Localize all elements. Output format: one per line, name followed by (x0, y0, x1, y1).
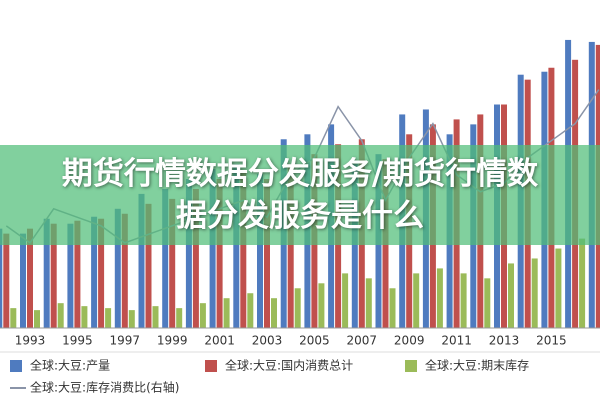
x-tick-label: 1995 (62, 334, 93, 348)
legend-swatch (10, 360, 22, 372)
legend-swatch (405, 360, 417, 372)
bar (185, 179, 192, 328)
bar (50, 223, 57, 328)
x-tick-label: 2011 (441, 334, 472, 348)
bar (271, 298, 277, 328)
bar (555, 248, 562, 328)
bar (27, 228, 33, 328)
bar (176, 308, 183, 328)
legend-label: 全球:大豆:期末库存 (425, 358, 529, 373)
bar (128, 310, 135, 328)
bar (169, 198, 176, 328)
legend-swatch (205, 360, 217, 372)
x-tick-label: 2015 (536, 334, 567, 348)
bar (460, 273, 467, 328)
bar (192, 188, 199, 328)
x-tick-label: 2005 (299, 334, 330, 348)
bar (91, 216, 98, 328)
bar (351, 164, 358, 328)
bar (240, 171, 247, 328)
x-tick-label: 2009 (394, 334, 425, 348)
legend-label: 全球:大豆:国内消费总计 (225, 358, 353, 373)
bar (3, 233, 10, 328)
bar (105, 308, 112, 328)
bar (257, 174, 263, 328)
bar (342, 273, 349, 328)
x-tick-label: 1999 (157, 334, 188, 348)
x-tick-label: 1993 (15, 334, 46, 348)
bar (531, 258, 538, 328)
bar (318, 283, 325, 328)
bar (209, 169, 216, 328)
bar (436, 268, 443, 328)
bar (20, 233, 26, 328)
bar (264, 179, 270, 328)
bar (114, 208, 121, 328)
bar (579, 238, 586, 328)
legend-label: 全球:大豆:产量 (30, 358, 110, 373)
bar (138, 193, 145, 328)
bar (294, 288, 301, 328)
bar (413, 273, 420, 328)
bar (199, 303, 206, 328)
x-tick-label: 1997 (110, 334, 141, 348)
bar (10, 308, 17, 328)
bar (34, 310, 40, 328)
banner: 期货行情数据分发服务/期货行情数据分发服务是什么 (0, 145, 600, 245)
bar (81, 306, 88, 328)
x-tick-label: 2013 (489, 334, 520, 348)
bar (484, 278, 491, 328)
bar (67, 223, 74, 328)
bar (365, 278, 372, 328)
bar (287, 164, 294, 328)
bar (145, 203, 152, 328)
bar (98, 218, 105, 328)
bar (43, 218, 50, 328)
bar (121, 213, 128, 328)
bar (508, 263, 514, 328)
chart-title: 期货行情数据分发服务/期货行情数据分发服务是什么 (61, 156, 539, 234)
bar (223, 298, 230, 328)
bar (0, 228, 3, 328)
x-tick-label: 2001 (204, 334, 235, 348)
bar (247, 293, 254, 328)
bar (57, 303, 64, 328)
bar (162, 188, 169, 328)
legend-label: 全球:大豆:库存消费比(右轴) (30, 380, 179, 395)
bar (389, 288, 396, 328)
bar (233, 164, 240, 328)
bar (152, 306, 159, 328)
x-tick-label: 2003 (252, 334, 283, 348)
bar (216, 179, 223, 328)
bar (74, 220, 81, 328)
x-tick-label: 2007 (347, 334, 378, 348)
